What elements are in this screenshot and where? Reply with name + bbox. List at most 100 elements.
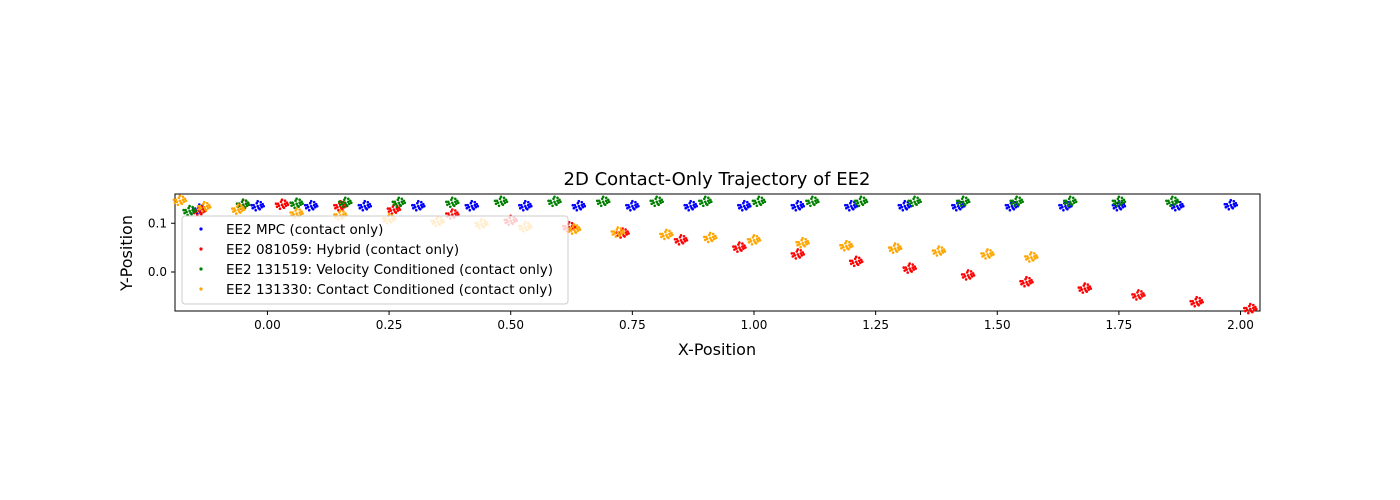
point-marker (680, 241, 684, 244)
point-marker (208, 205, 212, 209)
point-marker (863, 201, 867, 205)
point-marker (335, 203, 338, 207)
point-marker (989, 249, 992, 252)
point-marker (862, 199, 866, 203)
point-marker (912, 268, 915, 271)
point-marker (990, 254, 993, 257)
point-marker (315, 204, 319, 208)
point-marker (361, 208, 365, 212)
point-marker (746, 238, 750, 241)
point-marker (850, 204, 853, 208)
point-marker (624, 228, 627, 231)
point-marker (799, 252, 803, 255)
point-marker (812, 202, 815, 206)
point-marker (909, 199, 912, 203)
point-marker (582, 202, 586, 206)
point-marker (528, 205, 531, 209)
point-marker (369, 204, 373, 208)
point-marker (1176, 198, 1179, 202)
point-marker (1062, 208, 1065, 212)
point-marker (1194, 297, 1197, 301)
point-marker (756, 240, 760, 243)
point-marker (296, 204, 299, 207)
point-marker (194, 209, 197, 213)
point-marker (628, 205, 631, 209)
point-marker (703, 197, 706, 201)
point-marker (502, 199, 506, 203)
point-marker (476, 204, 480, 208)
point-marker (659, 201, 662, 205)
data-point (518, 199, 533, 212)
point-marker (262, 204, 266, 208)
point-marker (568, 227, 572, 230)
point-marker (893, 242, 897, 245)
point-marker (1168, 201, 1171, 205)
point-marker (742, 201, 745, 205)
point-marker (505, 200, 509, 204)
point-marker (992, 253, 995, 256)
point-marker (658, 196, 661, 200)
point-marker (1179, 203, 1182, 207)
data-point (980, 248, 995, 260)
point-marker (416, 201, 419, 205)
point-marker (1018, 199, 1021, 203)
point-marker (187, 206, 190, 210)
point-marker (1117, 200, 1121, 204)
point-marker (1143, 294, 1146, 297)
point-marker (252, 203, 255, 207)
point-marker (601, 195, 605, 199)
point-marker (966, 274, 970, 277)
point-marker (1176, 204, 1179, 208)
point-marker (1087, 288, 1091, 291)
point-marker (1172, 202, 1175, 206)
data-point (493, 195, 509, 208)
point-marker (986, 248, 989, 251)
point-marker (735, 247, 738, 250)
point-marker (907, 205, 911, 209)
point-marker (578, 206, 582, 210)
point-marker (616, 231, 620, 234)
point-marker (855, 199, 859, 203)
point-marker (422, 202, 425, 206)
point-marker (400, 197, 404, 201)
point-marker (335, 213, 338, 216)
point-marker (694, 202, 697, 206)
point-marker (1088, 285, 1092, 288)
point-marker (1035, 254, 1038, 257)
point-marker (1115, 204, 1119, 208)
point-marker (790, 203, 794, 207)
point-marker (457, 213, 460, 216)
point-marker (757, 200, 761, 204)
point-marker (912, 197, 915, 201)
point-marker (394, 202, 398, 206)
point-marker (849, 201, 852, 205)
point-marker (762, 198, 766, 202)
point-marker (744, 206, 747, 210)
data-point (1024, 251, 1039, 263)
point-marker (181, 198, 185, 202)
point-marker (232, 210, 235, 213)
point-marker (624, 231, 627, 234)
point-marker (470, 204, 474, 208)
data-point (1243, 302, 1258, 315)
point-marker (451, 213, 454, 216)
point-marker (1136, 291, 1139, 294)
data-point (357, 199, 373, 212)
point-marker (853, 257, 857, 261)
point-marker (897, 203, 901, 207)
point-marker (1120, 196, 1124, 200)
point-marker (848, 208, 851, 212)
point-marker (494, 202, 498, 206)
point-marker (577, 199, 581, 203)
point-marker (1058, 203, 1061, 207)
point-marker (914, 202, 917, 206)
point-marker (965, 201, 969, 205)
point-marker (903, 204, 907, 208)
point-marker (577, 204, 581, 208)
point-marker (1135, 298, 1138, 301)
point-marker (179, 201, 183, 205)
point-marker (957, 204, 960, 208)
point-marker (596, 202, 600, 206)
point-marker (899, 203, 903, 207)
point-marker (601, 200, 605, 204)
